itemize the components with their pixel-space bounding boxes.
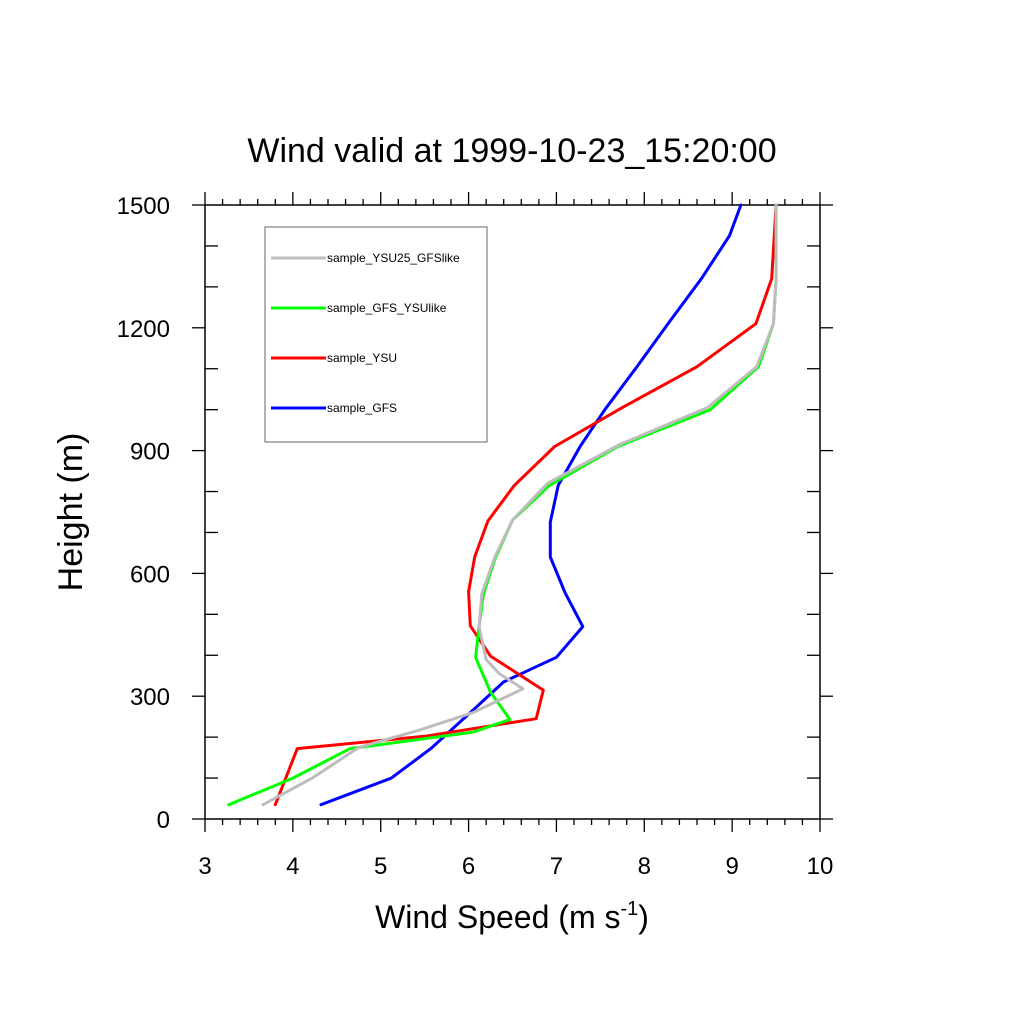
y-tick-label: 300 [130, 684, 170, 711]
series-line-sample_YSU25_GFSlike [261, 203, 778, 807]
y-tick-label: 1200 [117, 316, 170, 343]
series-lines [227, 203, 778, 807]
tick-labels: 3 4 5 6 7 8 9 10 0 300 600 900 1200 1500 [117, 193, 834, 880]
y-tick-label: 1500 [117, 193, 170, 220]
legend-box [264, 226, 488, 443]
x-tick-label: 7 [550, 853, 563, 880]
series-line-sample_GFS [319, 203, 743, 807]
x-tick-label: 8 [638, 853, 651, 880]
y-tick-label: 0 [157, 807, 170, 834]
legend-label: sample_YSU25_GFSlike [327, 251, 460, 265]
legend: sample_YSU25_GFSlike sample_GFS_YSUlikesa… [264, 226, 488, 443]
axis-ticks [192, 192, 833, 832]
legend-label: sample_GFS_YSUlike [327, 301, 447, 315]
plot-border [204, 204, 821, 820]
x-tick-label: 6 [462, 853, 475, 880]
legend-label: sample_GFS [327, 401, 397, 415]
chart-title: Wind valid at 1999-10-23_15:20:00 [247, 132, 776, 170]
y-tick-label: 900 [130, 439, 170, 466]
x-axis-label-superscript: -1 [620, 898, 638, 920]
x-tick-label: 3 [198, 853, 211, 880]
x-tick-label: 10 [807, 853, 834, 880]
y-tick-label: 600 [130, 561, 170, 588]
legend-label: sample_YSU [327, 351, 397, 365]
x-tick-label: 4 [286, 853, 299, 880]
plot-frame [204, 204, 821, 820]
x-axis-label: Wind Speed (m s-1) [375, 898, 649, 935]
x-tick-label: 9 [725, 853, 738, 880]
y-axis-label: Height (m) [52, 433, 90, 592]
x-tick-label: 5 [374, 853, 387, 880]
